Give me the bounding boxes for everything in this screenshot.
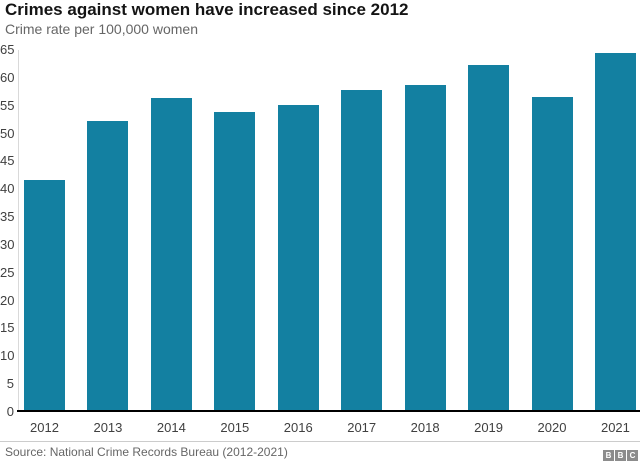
x-tick-label: 2018 [410,420,440,435]
x-tick-label: 2015 [220,420,250,435]
x-axis-line [17,410,640,412]
y-tick-label: 30 [0,236,15,252]
y-axis-line [18,50,19,412]
plot-area: 0 5 10 15 20 25 30 35 40 45 50 55 60 65 2012 2013 2014 2… [0,43,640,435]
bar-2019 [468,65,510,412]
y-tick-label: 55 [0,97,15,113]
y-tick-label: 60 [0,69,15,85]
bbc-logo-letter: B [615,450,626,461]
y-tick-label: 35 [0,209,15,225]
bar-column: 2018 [404,50,446,435]
bar-column: 2017 [341,50,383,435]
chart-subtitle: Crime rate per 100,000 women [5,21,198,37]
bar-2020 [531,97,573,412]
bar-column: 2020 [531,50,573,435]
y-tick-label: 10 [0,348,15,364]
y-axis: 0 5 10 15 20 25 30 35 40 45 50 55 60 65 [0,43,15,419]
x-tick-label: 2021 [600,420,630,435]
bar-column: 2015 [214,50,256,435]
chart-title: Crimes against women have increased sinc… [5,0,409,19]
bar-2016 [277,104,319,412]
bbc-logo-letter: C [627,450,638,461]
x-tick-label: 2014 [156,420,186,435]
y-tick-label: 0 [6,404,14,419]
y-tick-label: 20 [0,292,15,308]
bar-column: 2019 [468,50,510,435]
bar-2018 [404,84,446,412]
bar-2021 [594,52,636,412]
bars-area: 2012 2013 2014 2015 2016 2017 2018 2019 2020 2021 [24,50,636,435]
bar-2014 [150,98,192,412]
y-tick-label: 15 [0,320,15,336]
x-tick-label: 2017 [347,420,377,435]
bar-column: 2013 [87,50,129,435]
x-tick-label: 2020 [537,420,567,435]
bar-column: 2012 [24,50,65,435]
bar-column: 2016 [277,50,319,435]
y-tick-label: 45 [0,153,15,169]
source-text: Source: National Crime Records Bureau (2… [5,445,288,459]
bar-column: 2014 [150,50,192,435]
y-tick-label: 40 [0,181,15,197]
bbc-logo-letter: B [603,450,614,461]
x-tick-label: 2013 [93,420,123,435]
x-tick-label: 2019 [474,420,504,435]
x-tick-label: 2012 [30,420,59,435]
bar-2015 [214,111,256,412]
bar-2013 [87,121,129,412]
bar-2012 [24,179,65,412]
bar-2017 [341,89,383,412]
y-tick-label: 65 [0,42,15,57]
x-tick-label: 2016 [283,420,313,435]
y-tick-label: 50 [0,125,15,141]
bar-column: 2021 [594,50,636,435]
y-tick-label: 5 [6,376,14,392]
bbc-logo: B B C [603,450,638,461]
y-tick-label: 25 [0,264,15,280]
footer-divider [0,441,640,442]
